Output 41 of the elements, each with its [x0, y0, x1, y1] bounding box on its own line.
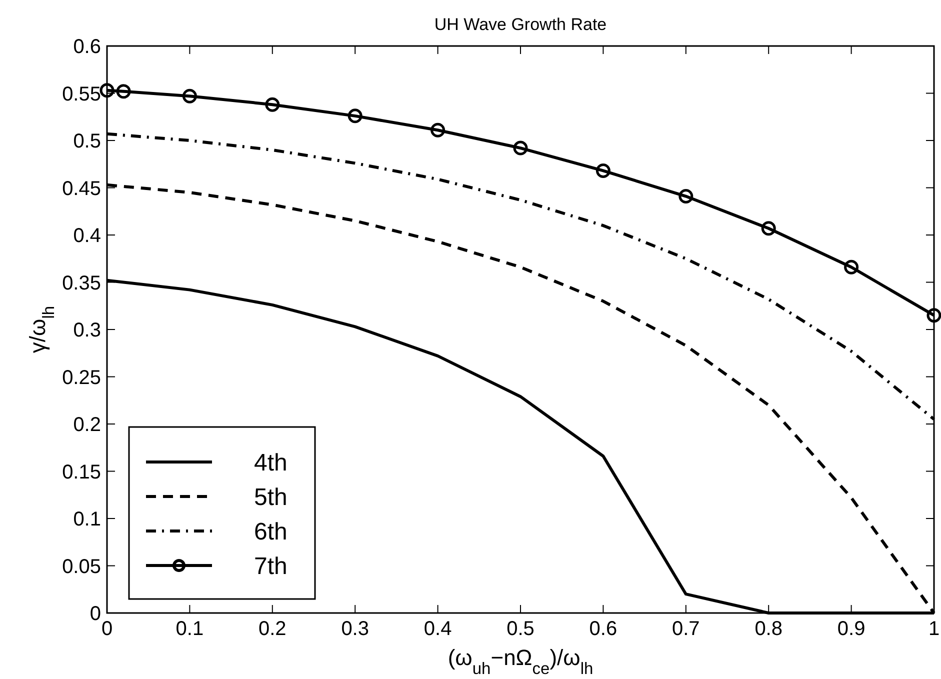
x-tick-label: 0.6	[589, 618, 618, 640]
y-tick-label: 0	[90, 603, 101, 625]
point	[596, 163, 610, 178]
y-tick-label: 0.6	[73, 36, 101, 58]
point	[678, 189, 694, 204]
point	[430, 122, 446, 138]
point	[513, 140, 528, 156]
y-tick-label: 0.45	[62, 178, 101, 200]
x-tick-label: 0.9	[837, 618, 866, 640]
point	[761, 221, 776, 236]
point	[265, 97, 280, 112]
chart-title: UH Wave Growth Rate	[434, 15, 607, 34]
y-tick-label: 0.2	[73, 414, 101, 436]
x-tick-label: 0.2	[258, 618, 286, 640]
x-tick-label: 0.1	[176, 618, 204, 640]
y-tick-label: 0.5	[73, 130, 101, 152]
y-tick-label: 0.15	[62, 461, 101, 484]
y-tick-label: 0.55	[62, 83, 101, 106]
point	[348, 108, 362, 124]
x-tick-label: 0.4	[424, 618, 452, 640]
x-axis-title: (ω$_{uh}$−nΩ$_{ce}$)/ω$_{lh}$	[448, 645, 594, 678]
y-tick-label: 0.4	[73, 225, 101, 247]
y-tick-label: 0.35	[62, 272, 101, 294]
point	[926, 308, 941, 323]
point	[844, 260, 859, 274]
y-tick-label: 0.1	[73, 508, 101, 530]
legend-label: 5th	[254, 484, 288, 511]
x-tick-label: 0.7	[672, 618, 700, 640]
x-tick-label: 0.5	[506, 618, 534, 640]
legend-label: 4th	[254, 449, 288, 476]
point	[182, 88, 197, 104]
x-tick-label: 0.3	[341, 618, 370, 640]
legend-label: 7th	[254, 552, 288, 580]
point	[100, 83, 114, 98]
x-tick-label: 0.8	[754, 618, 783, 640]
x-tick-label: 1	[928, 618, 940, 640]
point	[116, 84, 131, 99]
y-tick-label: 0.3	[73, 320, 101, 342]
y-tick-label: 0.05	[62, 556, 101, 578]
y-tick-label: 0.25	[62, 366, 101, 389]
legend-label: 6th	[254, 518, 288, 546]
